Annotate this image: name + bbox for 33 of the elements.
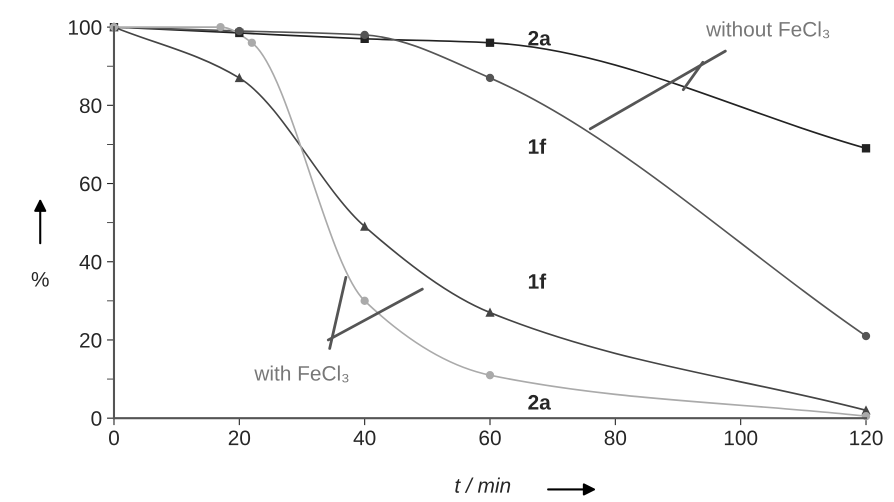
x-tick-label: 20 <box>228 430 250 446</box>
annotation: 1f <box>528 138 546 154</box>
point <box>235 74 244 82</box>
point <box>862 332 870 340</box>
x-tick-label: 80 <box>604 430 626 446</box>
x-tick-label: 40 <box>354 430 376 446</box>
x-tick-label: 0 <box>109 430 119 446</box>
y-tick-label: 60 <box>80 176 102 192</box>
point <box>486 74 494 82</box>
point <box>486 38 494 47</box>
y-tick-label: 20 <box>80 332 102 348</box>
annotation: 2a <box>528 394 551 410</box>
x-axis-title: t / min <box>455 478 510 493</box>
point <box>862 144 870 153</box>
annotation: with FeCl₃ <box>254 365 348 382</box>
annotation: without FeCl₃ <box>706 21 830 38</box>
point <box>360 296 369 306</box>
y-tick-label: 100 <box>69 20 102 35</box>
annotation: 1f <box>528 274 546 289</box>
point <box>486 370 494 380</box>
y-tick-label: 40 <box>79 254 102 270</box>
y-tick-label: 0 <box>91 411 102 426</box>
annotation: 2a <box>528 30 551 46</box>
point <box>486 308 494 317</box>
y-axis-title: % <box>32 272 49 287</box>
point <box>360 30 369 40</box>
y-tick-label: 80 <box>80 98 102 114</box>
x-tick-label: 120 <box>850 430 883 446</box>
x-tick-label: 60 <box>479 430 501 446</box>
point <box>248 38 256 47</box>
x-tick-label: 100 <box>724 430 758 446</box>
point <box>360 222 369 231</box>
point <box>216 22 225 32</box>
